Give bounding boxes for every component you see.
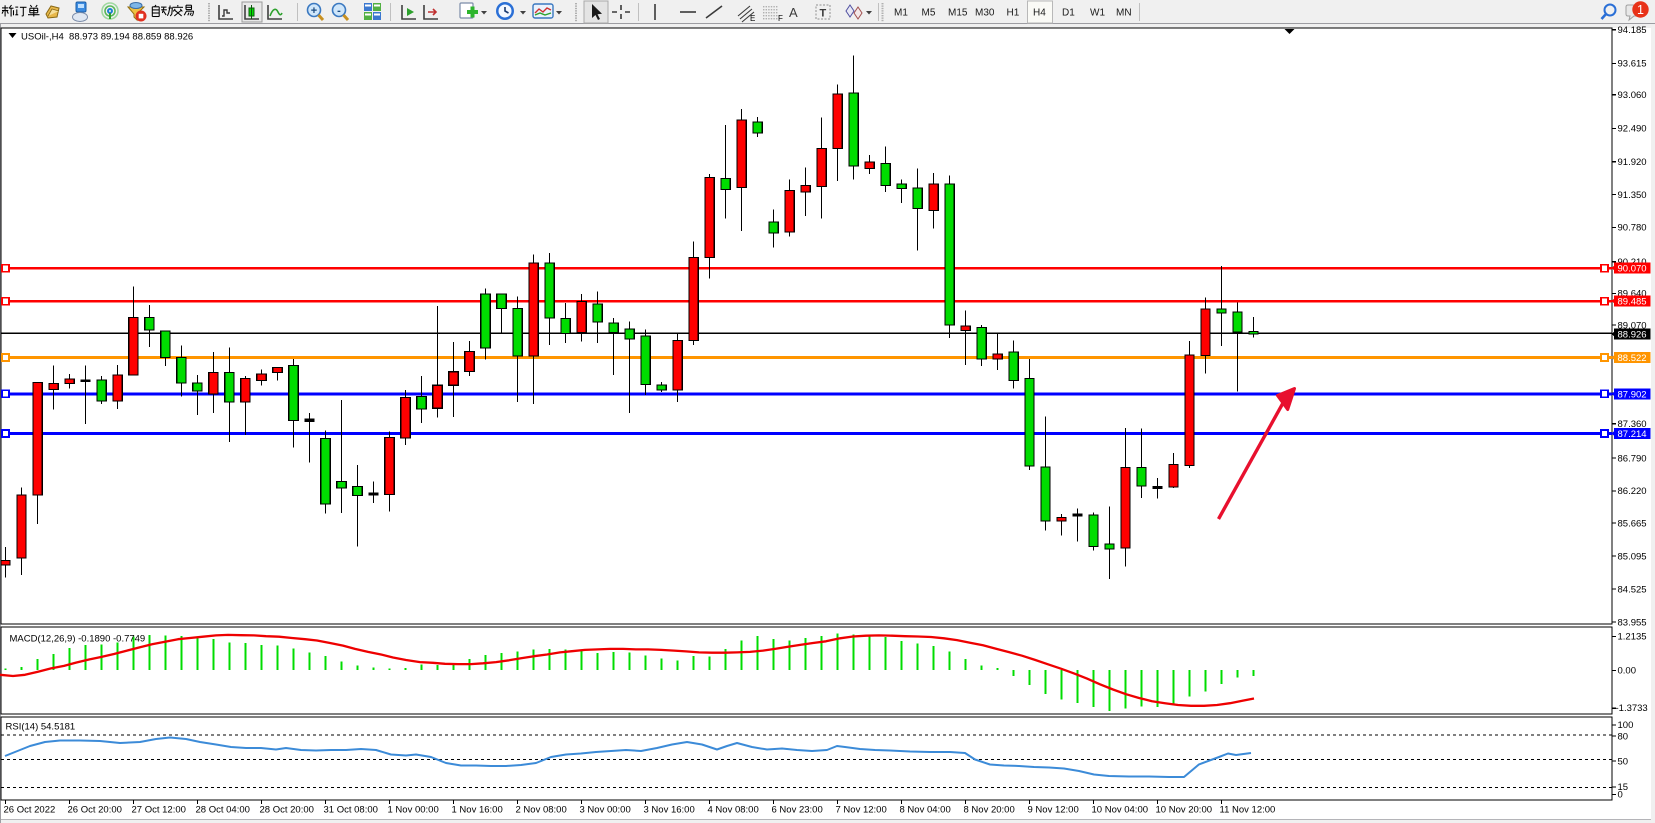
svg-text:94.185: 94.185: [1618, 25, 1647, 36]
svg-text:31 Oct 08:00: 31 Oct 08:00: [324, 804, 378, 815]
svg-text:91.350: 91.350: [1618, 190, 1647, 201]
svg-text:86.220: 86.220: [1618, 486, 1647, 497]
svg-text:7 Nov 12:00: 7 Nov 12:00: [836, 804, 887, 815]
svg-text:28 Oct 20:00: 28 Oct 20:00: [260, 804, 314, 815]
svg-text:87.360: 87.360: [1618, 419, 1647, 430]
svg-text:28 Oct 04:00: 28 Oct 04:00: [196, 804, 250, 815]
svg-text:92.490: 92.490: [1618, 124, 1647, 135]
svg-text:9 Nov 12:00: 9 Nov 12:00: [1028, 804, 1079, 815]
svg-text:86.790: 86.790: [1618, 453, 1647, 464]
svg-text:80: 80: [1618, 731, 1629, 742]
svg-text:90.070: 90.070: [1618, 264, 1647, 275]
svg-text:M15: M15: [948, 8, 968, 19]
svg-text:85.665: 85.665: [1618, 518, 1647, 529]
svg-text:8 Nov 04:00: 8 Nov 04:00: [900, 804, 951, 815]
svg-text:89.070: 89.070: [1618, 320, 1647, 331]
svg-text:100: 100: [1618, 720, 1634, 731]
svg-text:MACD(12,26,9) -0.1890 -0.7749: MACD(12,26,9) -0.1890 -0.7749: [10, 634, 146, 645]
svg-text:1: 1: [1637, 3, 1644, 17]
svg-text:91.920: 91.920: [1618, 157, 1647, 168]
svg-text:M1: M1: [894, 8, 908, 19]
svg-text:1 Nov 16:00: 1 Nov 16:00: [452, 804, 503, 815]
svg-text:0: 0: [1618, 790, 1623, 801]
svg-text:88.926: 88.926: [1618, 330, 1647, 341]
svg-text:-: -: [337, 5, 341, 17]
svg-text:83.955: 83.955: [1618, 617, 1647, 628]
svg-text:H1: H1: [1007, 8, 1020, 19]
svg-text:15: 15: [1618, 782, 1629, 793]
svg-text:USOil-,H4 88.973 89.194 88.85: USOil-,H4 88.973 89.194 88.859 88.926: [21, 32, 193, 43]
svg-text:93.615: 93.615: [1618, 59, 1647, 70]
svg-text:50: 50: [1618, 756, 1629, 767]
svg-text:3 Nov 00:00: 3 Nov 00:00: [580, 804, 631, 815]
svg-text:1.2135: 1.2135: [1618, 631, 1647, 642]
svg-text:3 Nov 16:00: 3 Nov 16:00: [644, 804, 695, 815]
svg-text:89.485: 89.485: [1618, 297, 1647, 308]
svg-text:90.780: 90.780: [1618, 223, 1647, 234]
svg-text:27 Oct 12:00: 27 Oct 12:00: [132, 804, 186, 815]
svg-text:0.00: 0.00: [1618, 665, 1637, 676]
svg-text:M5: M5: [922, 8, 936, 19]
svg-text:2 Nov 08:00: 2 Nov 08:00: [516, 804, 567, 815]
svg-text:26 Oct 20:00: 26 Oct 20:00: [68, 804, 122, 815]
svg-text:-1.3733: -1.3733: [1616, 703, 1648, 714]
svg-text:H4: H4: [1033, 8, 1046, 19]
svg-text:10 Nov 20:00: 10 Nov 20:00: [1156, 804, 1213, 815]
svg-text:F: F: [778, 14, 783, 23]
svg-text:87.902: 87.902: [1618, 389, 1647, 400]
svg-text:1 Nov 00:00: 1 Nov 00:00: [388, 804, 439, 815]
svg-text:10 Nov 04:00: 10 Nov 04:00: [1092, 804, 1149, 815]
svg-text:RSI(14) 54.5181: RSI(14) 54.5181: [6, 722, 76, 733]
svg-text:85.095: 85.095: [1618, 551, 1647, 562]
svg-text:T: T: [820, 8, 827, 20]
svg-text:4 Nov 08:00: 4 Nov 08:00: [708, 804, 759, 815]
svg-text:E: E: [750, 14, 755, 23]
svg-text:88.522: 88.522: [1618, 353, 1647, 364]
svg-text:89.640: 89.640: [1618, 289, 1647, 300]
svg-text:26 Oct 2022: 26 Oct 2022: [4, 804, 56, 815]
svg-text:M30: M30: [975, 8, 995, 19]
svg-text:93.060: 93.060: [1618, 90, 1647, 101]
svg-text:+: +: [311, 5, 317, 17]
svg-text:W1: W1: [1090, 8, 1105, 19]
svg-text:A: A: [789, 5, 798, 20]
svg-text:84.525: 84.525: [1618, 584, 1647, 595]
svg-text:87.214: 87.214: [1618, 429, 1647, 440]
svg-text:8 Nov 20:00: 8 Nov 20:00: [964, 804, 1015, 815]
svg-text:MN: MN: [1116, 8, 1132, 19]
svg-text:D1: D1: [1062, 8, 1075, 19]
svg-text:6 Nov 23:00: 6 Nov 23:00: [772, 804, 823, 815]
svg-text:11 Nov 12:00: 11 Nov 12:00: [1220, 804, 1276, 815]
